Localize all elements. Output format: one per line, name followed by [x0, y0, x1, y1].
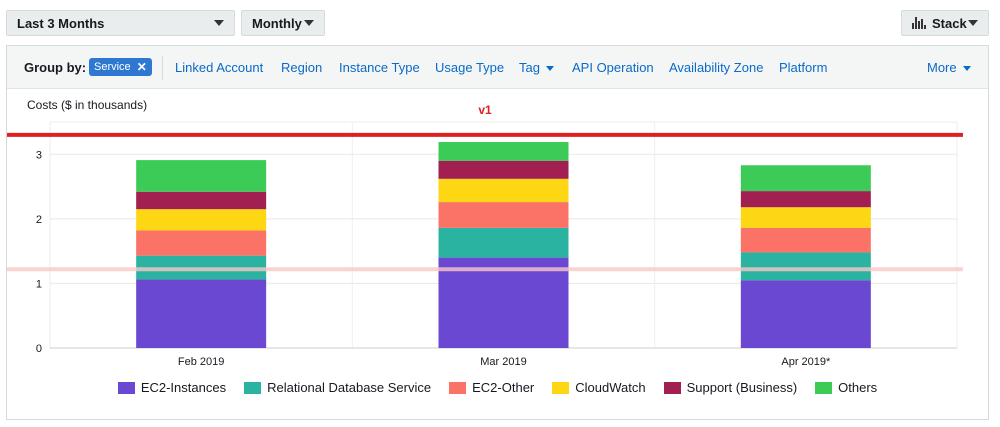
group-by-bar: Group by: Service ✕ Linked Account Regio… — [7, 46, 988, 89]
bar-segment — [740, 207, 871, 228]
close-icon[interactable]: ✕ — [136, 60, 147, 74]
bar-segment — [136, 191, 267, 210]
bar-segment — [438, 178, 569, 203]
bar-segment — [740, 227, 871, 253]
legend-label: EC2-Instances — [140, 380, 227, 395]
bar-segment — [136, 160, 267, 192]
threshold-label: v1 — [478, 103, 492, 117]
tag-label: Tag — [519, 60, 540, 75]
group-by-more[interactable]: More — [927, 60, 971, 75]
date-range-label: Last 3 Months — [17, 15, 105, 31]
group-by-tag[interactable]: Tag — [519, 60, 554, 75]
group-by-chip-service[interactable]: Service ✕ — [89, 58, 152, 76]
bar-segment — [438, 202, 569, 228]
group-by-instance-type[interactable]: Instance Type — [339, 60, 420, 75]
group-by-usage-type[interactable]: Usage Type — [435, 60, 505, 75]
legend-swatch — [244, 381, 262, 394]
chart-title: Costs ($ in thousands) — [27, 98, 148, 112]
bar-segment — [438, 142, 569, 161]
legend-item[interactable]: Others — [815, 380, 877, 395]
chevron-down-icon — [968, 20, 978, 26]
y-tick-label: 2 — [36, 214, 42, 226]
cost-explorer-panel: Group by: Service ✕ Linked Account Regio… — [6, 45, 989, 420]
x-tick-label: Apr 2019* — [781, 356, 831, 368]
bar-chart-icon — [912, 17, 926, 29]
legend-swatch — [552, 381, 570, 394]
chevron-down-icon — [545, 66, 554, 72]
bar-segment — [740, 280, 871, 348]
group-by-linked-account[interactable]: Linked Account — [175, 60, 264, 75]
x-tick-label: Feb 2019 — [178, 356, 224, 368]
legend-label: Support (Business) — [686, 380, 798, 395]
legend-item[interactable]: EC2-Other — [449, 380, 534, 395]
divider — [162, 56, 163, 80]
bar-segment — [740, 165, 871, 192]
more-label: More — [927, 60, 957, 75]
legend-label: EC2-Other — [472, 380, 535, 395]
chart-style-dropdown[interactable]: Stack — [901, 10, 989, 36]
bar-segment — [438, 227, 569, 258]
legend-item[interactable]: EC2-Instances — [117, 380, 227, 395]
chip-label: Service — [94, 61, 131, 73]
chart-legend: EC2-Instances Relational Database Service… — [7, 380, 988, 395]
legend-label: CloudWatch — [575, 380, 646, 395]
group-by-availability-zone[interactable]: Availability Zone — [669, 60, 764, 75]
group-by-region[interactable]: Region — [281, 60, 323, 75]
legend-label: Relational Database Service — [267, 380, 432, 395]
chevron-down-icon — [304, 20, 314, 26]
legend-swatch — [449, 381, 467, 394]
date-range-dropdown[interactable]: Last 3 Months — [6, 10, 235, 36]
legend-item[interactable]: Support (Business) — [663, 380, 798, 395]
bar-segment — [438, 160, 569, 179]
chevron-down-icon — [214, 20, 224, 26]
chevron-down-icon — [962, 66, 971, 72]
group-by-label: Group by: — [24, 60, 87, 75]
legend-swatch — [815, 381, 833, 394]
chart-style-label: Stack — [932, 15, 967, 31]
y-tick-label: 3 — [36, 149, 42, 161]
y-tick-label: 1 — [36, 278, 42, 290]
legend-swatch — [663, 381, 681, 394]
bar-segment — [136, 209, 267, 231]
y-tick-label: 0 — [36, 343, 42, 355]
chart-style-content: Stack — [912, 16, 967, 31]
stacked-bar-chart: 0 1 2 3 Feb 2019 Mar 2019 Apr 2019* v1 — [7, 103, 963, 368]
legend-swatch — [117, 381, 135, 394]
bar-segment — [438, 257, 569, 348]
bar-segment — [136, 279, 267, 348]
legend-item[interactable]: Relational Database Service — [244, 380, 431, 395]
x-tick-label: Mar 2019 — [480, 356, 526, 368]
granularity-label: Monthly — [252, 15, 302, 31]
bar-segment — [740, 252, 871, 281]
group-by-api-operation[interactable]: API Operation — [572, 60, 654, 75]
bar-segment — [136, 230, 267, 256]
legend-item[interactable]: CloudWatch — [552, 380, 646, 395]
legend-label: Others — [838, 380, 878, 395]
granularity-dropdown[interactable]: Monthly — [241, 10, 325, 36]
group-by-platform[interactable]: Platform — [779, 60, 828, 75]
bar-segment — [740, 191, 871, 208]
